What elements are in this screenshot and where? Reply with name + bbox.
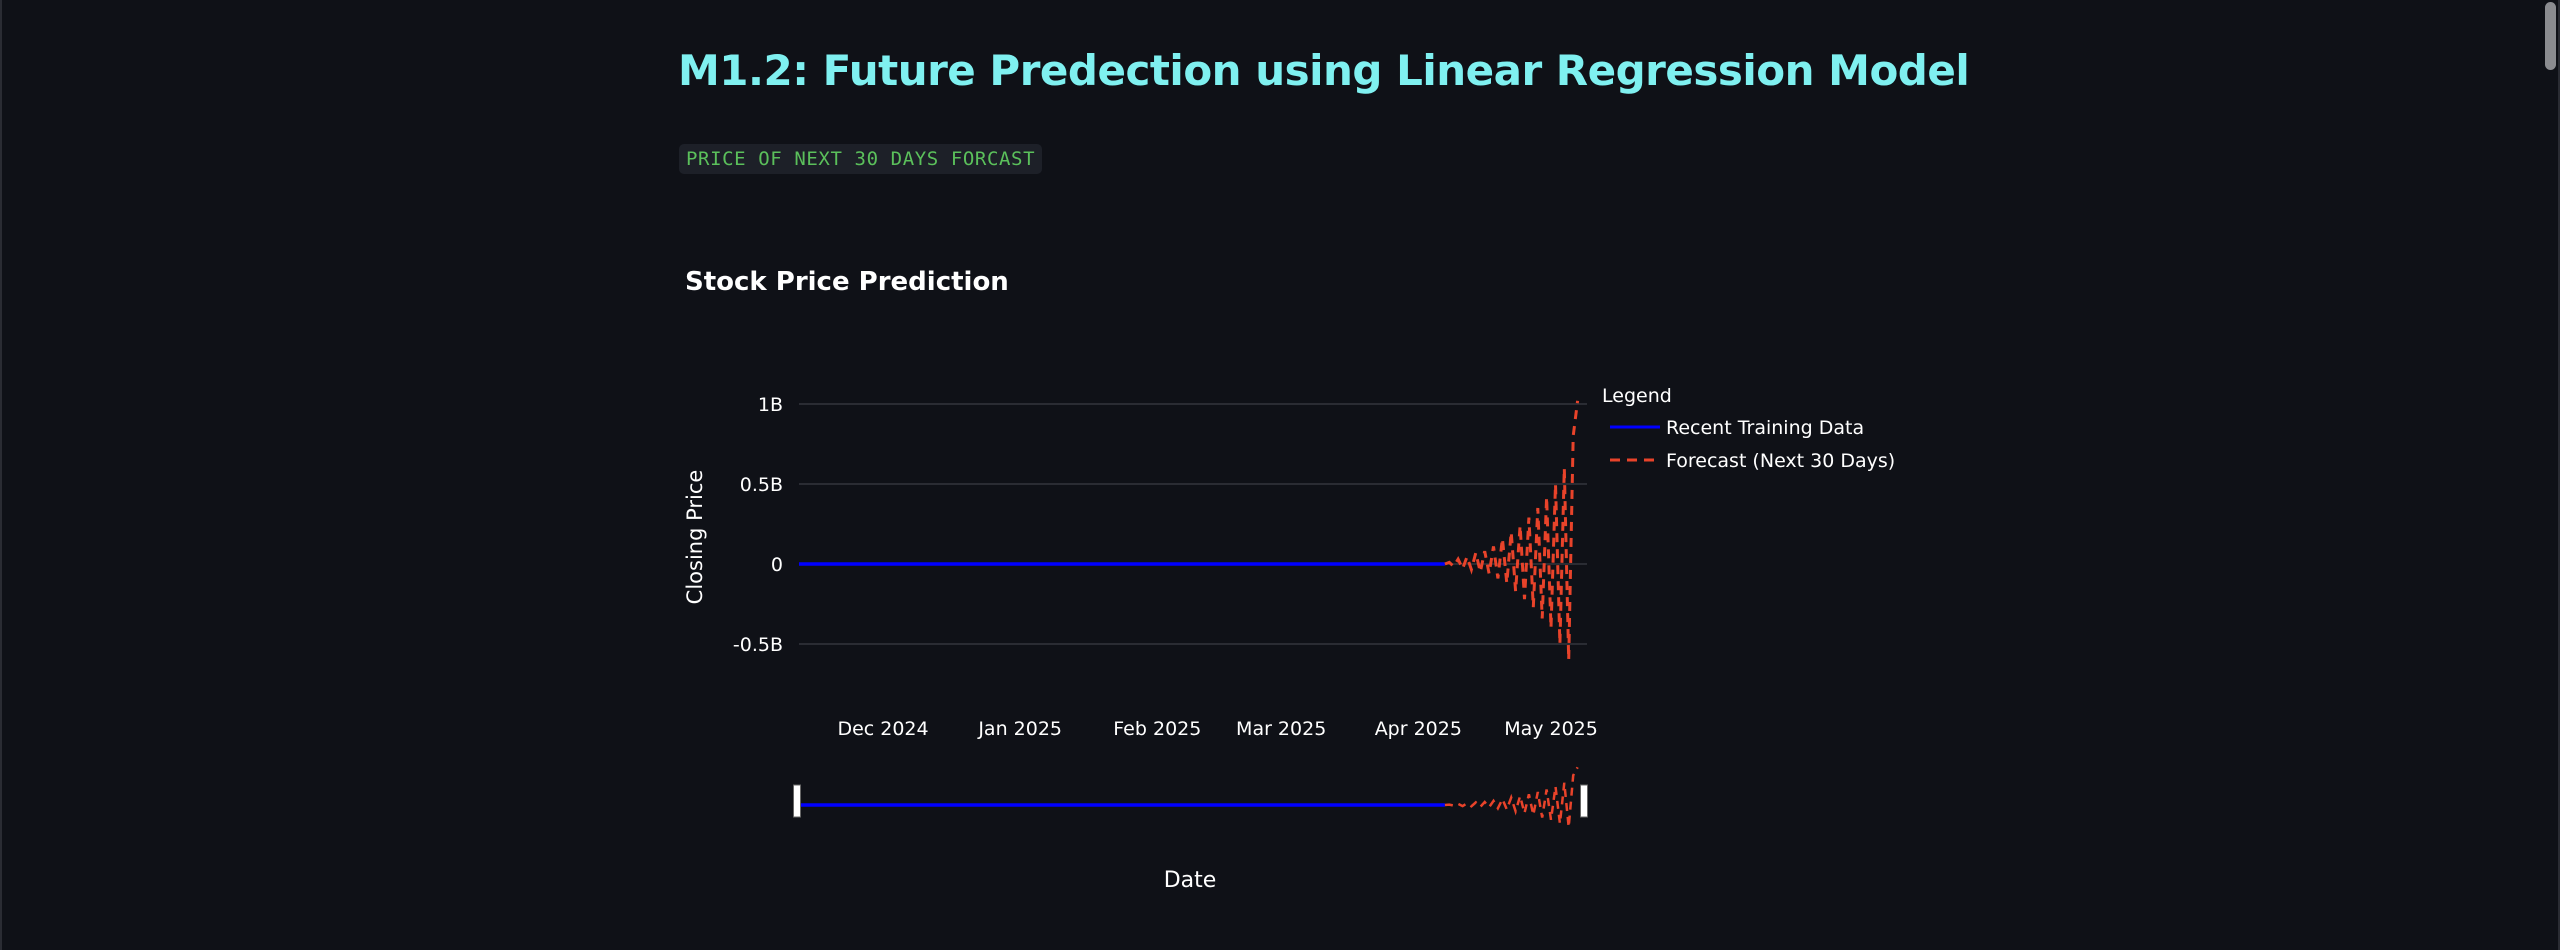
chart-gridlines: [799, 403, 1587, 645]
legend-title: Legend: [1602, 385, 1672, 407]
x-axis-label: Date: [1164, 868, 1217, 893]
legend-forecast-label[interactable]: Forecast (Next 30 Days): [1666, 450, 1895, 472]
range-slider[interactable]: [793, 766, 1588, 828]
y-tick-label: -0.5B: [733, 634, 783, 656]
x-tick-label: Apr 2025: [1375, 718, 1462, 740]
legend-training-label[interactable]: Recent Training Data: [1666, 417, 1864, 439]
range-slider-left-handle[interactable]: [793, 784, 801, 818]
forecast-code-label: PRICE OF NEXT 30 DAYS FORCAST: [679, 144, 1043, 174]
y-tick-label: 0.5B: [740, 474, 783, 496]
x-tick-label: Jan 2025: [977, 718, 1062, 740]
y-axis-ticks: -0.5B 0 0.5B 1B: [733, 394, 783, 656]
slider-series-forecast: [1444, 766, 1579, 828]
x-tick-label: Feb 2025: [1113, 718, 1201, 740]
chart-series: [799, 400, 1580, 661]
x-tick-label: Mar 2025: [1236, 718, 1326, 740]
chart-title: Stock Price Prediction: [685, 267, 1009, 297]
y-tick-label: 0: [771, 554, 783, 576]
series-line-forecast: [1444, 400, 1580, 661]
x-tick-label: May 2025: [1504, 718, 1598, 740]
y-tick-label: 1B: [758, 394, 783, 416]
chart-legend: Legend Recent Training Data Forecast (Ne…: [1602, 385, 1895, 472]
x-tick-label: Dec 2024: [837, 718, 928, 740]
y-axis-label: Closing Price: [683, 470, 707, 605]
range-slider-right-handle[interactable]: [1580, 784, 1588, 818]
page-scrollbar[interactable]: [2545, 2, 2556, 70]
x-axis-ticks: Dec 2024 Jan 2025 Feb 2025 Mar 2025 Apr 2025…: [837, 718, 1597, 740]
page-title: M1.2: Future Predection using Linear Reg…: [678, 46, 1970, 95]
